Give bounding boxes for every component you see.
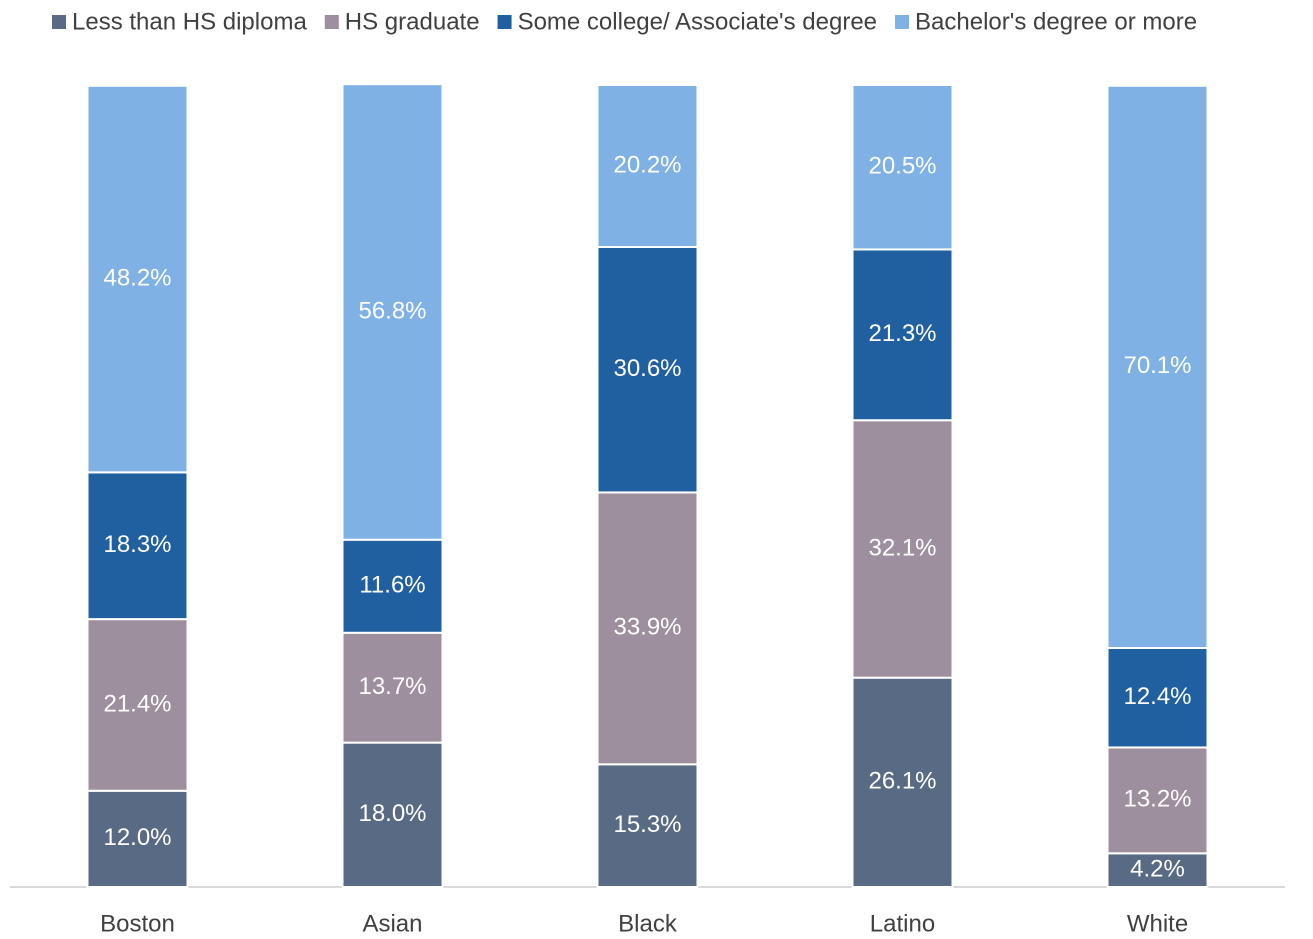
data-label: 4.2% xyxy=(1130,856,1185,883)
bar-segment xyxy=(1106,746,1209,855)
data-label: 33.9% xyxy=(613,614,681,641)
legend-label: Less than HS diploma xyxy=(72,8,307,35)
data-label: 13.2% xyxy=(1123,786,1191,813)
bar-segment xyxy=(596,763,699,889)
legend-swatch xyxy=(497,15,512,29)
data-label: 21.4% xyxy=(103,690,171,717)
data-label: 21.3% xyxy=(868,320,936,347)
data-label: 32.1% xyxy=(868,534,936,561)
data-label: 48.2% xyxy=(103,264,171,291)
data-label: 13.7% xyxy=(358,673,426,700)
data-label: 18.0% xyxy=(358,800,426,827)
x-tick-label: White xyxy=(1127,910,1188,937)
legend-label: HS graduate xyxy=(345,8,480,35)
bar-segment xyxy=(851,419,954,679)
legend-swatch xyxy=(324,15,339,29)
data-label: 12.4% xyxy=(1123,683,1191,710)
bar-segment xyxy=(1106,647,1209,749)
bar-segment xyxy=(341,631,444,744)
bar-segment xyxy=(86,84,189,474)
legend-swatch xyxy=(52,15,66,29)
legend-label: Some college/ Associate's degree xyxy=(518,8,877,35)
bar-segment xyxy=(851,84,954,251)
bar-segment xyxy=(851,248,954,422)
bar-segment xyxy=(341,538,444,634)
x-tick-label: Latino xyxy=(870,910,935,937)
bar-segment xyxy=(341,83,444,541)
bar-segment xyxy=(596,84,699,249)
legend-label: Bachelor's degree or more xyxy=(915,8,1197,35)
data-label: 11.6% xyxy=(359,572,425,599)
bar-segment xyxy=(86,789,189,889)
data-label: 56.8% xyxy=(358,297,426,324)
data-label: 26.1% xyxy=(868,768,936,795)
x-tick-label: Boston xyxy=(100,910,175,937)
bar-segment xyxy=(86,618,189,792)
data-label: 18.3% xyxy=(103,531,171,558)
bar-segment xyxy=(596,246,699,494)
data-label: 30.6% xyxy=(613,355,681,382)
bar-segment xyxy=(851,676,954,888)
data-label: 20.2% xyxy=(613,151,681,178)
data-label: 12.0% xyxy=(103,824,171,851)
data-label: 70.1% xyxy=(1123,352,1191,379)
x-tick-label: Asian xyxy=(362,910,422,937)
data-label: 20.5% xyxy=(868,153,936,180)
x-tick-label: Black xyxy=(618,910,678,937)
data-label: 15.3% xyxy=(613,811,681,838)
bar-segment xyxy=(341,741,444,889)
bar-segment xyxy=(596,491,699,766)
bar-segment xyxy=(1106,852,1209,888)
bar-segment xyxy=(1106,84,1209,650)
legend-swatch xyxy=(895,15,910,29)
